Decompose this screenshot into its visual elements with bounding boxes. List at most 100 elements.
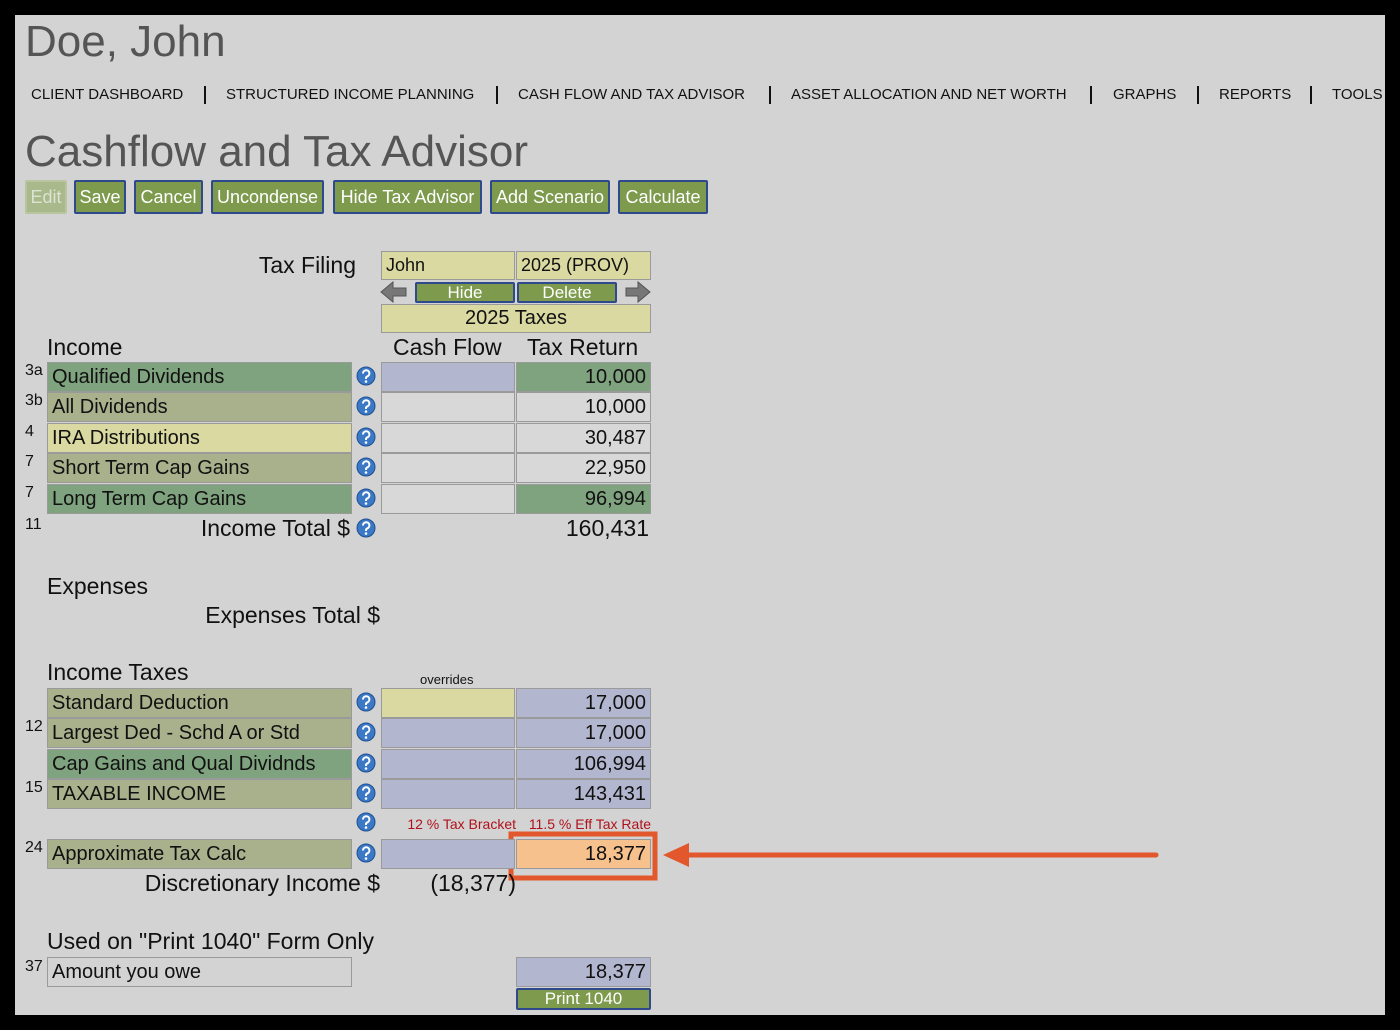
section-heading: Income Taxes bbox=[47, 659, 189, 685]
row-label: Amount you owe bbox=[47, 957, 352, 987]
help-icon[interactable] bbox=[356, 692, 376, 712]
client-name: Doe, John bbox=[25, 17, 226, 66]
toolbar-button: Edit bbox=[25, 180, 67, 214]
tax-return-cell[interactable]: 10,000 bbox=[516, 392, 651, 422]
help-icon[interactable] bbox=[356, 843, 376, 863]
nav-item[interactable]: CLIENT DASHBOARD bbox=[31, 86, 184, 103]
total-label: Expenses Total $ bbox=[205, 602, 380, 628]
eff-tax-rate: 11.5 % Eff Tax Rate bbox=[528, 816, 651, 832]
total-label: Income Total $ bbox=[200, 515, 350, 541]
nav-separator bbox=[204, 86, 206, 104]
row-label: Long Term Cap Gains bbox=[47, 484, 352, 514]
nav-separator bbox=[1310, 86, 1312, 104]
help-icon[interactable] bbox=[356, 488, 376, 508]
hide-button[interactable]: Hide bbox=[415, 282, 515, 303]
tax-return-cell[interactable]: 143,431 bbox=[516, 779, 651, 809]
delete-button[interactable]: Delete bbox=[517, 282, 617, 303]
help-icon[interactable] bbox=[356, 783, 376, 803]
nav-separator bbox=[1197, 86, 1199, 104]
column-header: Cash Flow bbox=[393, 334, 502, 360]
row-label: Short Term Cap Gains bbox=[47, 453, 352, 483]
help-icon[interactable] bbox=[356, 396, 376, 416]
tax-return-cell[interactable]: 18,377 bbox=[516, 839, 651, 869]
year-select[interactable]: 2025 (PROV) bbox=[516, 251, 651, 280]
cash-flow-cell[interactable] bbox=[381, 779, 515, 809]
line-number: 3b bbox=[25, 392, 43, 409]
tax-return-cell[interactable]: 96,994 bbox=[516, 484, 651, 514]
cash-flow-cell[interactable] bbox=[381, 392, 515, 422]
tax-return-cell[interactable]: 18,377 bbox=[516, 957, 651, 987]
tax-return-cell[interactable]: 10,000 bbox=[516, 362, 651, 392]
tax-return-cell[interactable]: 22,950 bbox=[516, 453, 651, 483]
help-icon[interactable] bbox=[356, 518, 376, 538]
cash-flow-cell[interactable] bbox=[381, 484, 515, 514]
toolbar-button[interactable]: Cancel bbox=[134, 180, 203, 214]
help-icon[interactable] bbox=[356, 427, 376, 447]
screen: Doe, John CLIENT DASHBOARD STRUCTURED INCO… bbox=[15, 15, 1385, 1015]
nav-item[interactable]: TOOLS bbox=[1332, 86, 1383, 103]
line-number: 37 bbox=[25, 958, 43, 975]
line-number: 7 bbox=[25, 484, 34, 501]
nav-item[interactable]: GRAPHS bbox=[1113, 86, 1177, 103]
year-caption: 2025 Taxes bbox=[381, 304, 651, 333]
toolbar-button[interactable]: Save bbox=[74, 180, 126, 214]
help-icon[interactable] bbox=[356, 753, 376, 773]
print-button[interactable]: Print 1040 bbox=[516, 988, 651, 1010]
row-label: Cap Gains and Qual Dividnds bbox=[47, 749, 352, 779]
cash-flow-cell[interactable] bbox=[381, 718, 515, 748]
overrides-caption: overrides bbox=[420, 672, 474, 687]
nav-separator bbox=[769, 86, 771, 104]
nav-separator bbox=[496, 86, 498, 104]
toolbar-button[interactable]: Hide Tax Advisor bbox=[333, 180, 482, 214]
cash-flow-cell[interactable] bbox=[381, 839, 515, 869]
toolbar-button[interactable]: Uncondense bbox=[211, 180, 324, 214]
cash-flow-cell[interactable] bbox=[381, 749, 515, 779]
line-number: 4 bbox=[25, 423, 34, 440]
column-header: Tax Return bbox=[527, 334, 639, 360]
tax-return-cell[interactable]: 30,487 bbox=[516, 423, 651, 453]
line-number: 15 bbox=[25, 779, 43, 796]
prev-arrow[interactable] bbox=[380, 280, 407, 304]
help-icon[interactable] bbox=[356, 722, 376, 742]
pointer-arrowhead bbox=[663, 843, 689, 867]
toolbar-button[interactable]: Add Scenario bbox=[490, 180, 610, 214]
next-arrow[interactable] bbox=[625, 280, 651, 304]
discretionary-value: (18,377) bbox=[430, 870, 516, 896]
row-label: Approximate Tax Calc bbox=[47, 839, 352, 869]
line-number: 24 bbox=[25, 839, 43, 856]
tax-return-cell[interactable]: 17,000 bbox=[516, 718, 651, 748]
tax-return-cell[interactable]: 17,000 bbox=[516, 688, 651, 718]
tax-bracket: 12 % Tax Bracket bbox=[407, 816, 516, 832]
person-select[interactable]: John bbox=[381, 251, 515, 280]
help-icon[interactable] bbox=[356, 457, 376, 477]
cash-flow-cell[interactable] bbox=[381, 362, 515, 392]
row-label: IRA Distributions bbox=[47, 423, 352, 453]
row-label: TAXABLE INCOME bbox=[47, 779, 352, 809]
help-icon[interactable] bbox=[356, 812, 376, 832]
page-title: Cashflow and Tax Advisor bbox=[25, 127, 529, 176]
toolbar-button[interactable]: Calculate bbox=[618, 180, 708, 214]
line-number: 11 bbox=[25, 516, 42, 533]
help-icon[interactable] bbox=[356, 366, 376, 386]
section-heading: Income bbox=[47, 334, 123, 360]
line-number: 12 bbox=[25, 718, 43, 735]
nav-item[interactable]: STRUCTURED INCOME PLANNING bbox=[226, 86, 475, 103]
cash-flow-cell[interactable] bbox=[381, 688, 515, 718]
line-number: 3a bbox=[25, 362, 43, 379]
nav-item[interactable]: REPORTS bbox=[1219, 86, 1292, 103]
cash-flow-cell[interactable] bbox=[381, 423, 515, 453]
total-value: 160,431 bbox=[565, 515, 649, 541]
row-label: Standard Deduction bbox=[47, 688, 352, 718]
line-number: 7 bbox=[25, 453, 34, 470]
cash-flow-cell[interactable] bbox=[381, 453, 515, 483]
nav-separator bbox=[1090, 86, 1092, 104]
section-heading: Expenses bbox=[47, 573, 149, 599]
row-label: Largest Ded - Schd A or Std bbox=[47, 718, 352, 748]
row-label: Qualified Dividends bbox=[47, 362, 352, 392]
tax-return-cell[interactable]: 106,994 bbox=[516, 749, 651, 779]
nav-item[interactable]: CASH FLOW AND TAX ADVISOR bbox=[518, 86, 745, 103]
discretionary-label: Discretionary Income $ bbox=[144, 870, 380, 896]
decor bbox=[356, 260, 1159, 881]
row-label: All Dividends bbox=[47, 392, 352, 422]
nav-item[interactable]: ASSET ALLOCATION AND NET WORTH bbox=[791, 86, 1067, 103]
